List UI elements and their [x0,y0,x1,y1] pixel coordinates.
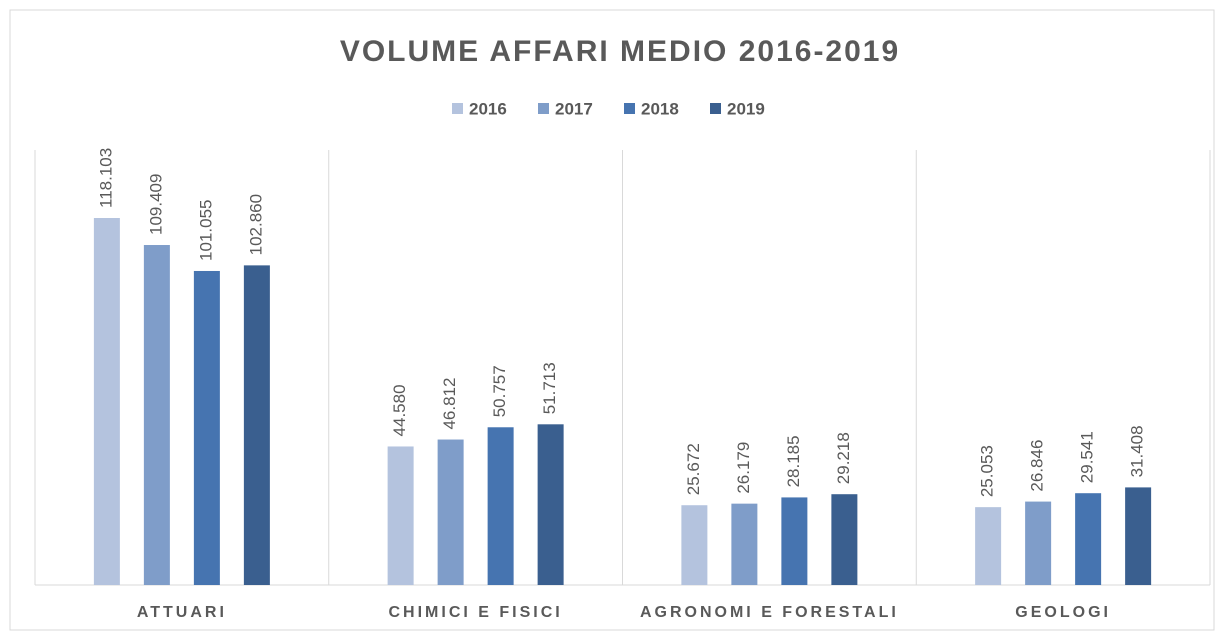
x-tick-label: AGRONOMI E FORESTALI [640,604,899,621]
x-tick-label: ATTUARI [137,604,227,621]
bar [193,270,220,585]
x-tick-label: GEOLOGI [1015,604,1111,621]
legend-swatch [538,103,549,114]
legend-swatch [452,103,463,114]
data-label: 51.713 [540,362,559,414]
data-label: 25.053 [978,445,997,497]
bar [1075,493,1102,585]
legend-swatch [624,103,635,114]
bar [537,424,564,585]
bar [243,265,270,585]
bar [487,427,514,585]
data-label: 101.055 [196,200,215,261]
data-label: 44.580 [390,384,409,436]
legend-swatch [710,103,721,114]
data-label: 46.812 [440,378,459,430]
data-label: 31.408 [1128,425,1147,477]
data-label: 29.218 [834,432,853,484]
bar [781,497,808,585]
data-label: 50.757 [490,365,509,417]
bar [1125,487,1152,585]
data-label: 118.103 [96,148,115,208]
bar [143,245,170,585]
data-label: 25.672 [684,443,703,495]
bar [731,503,758,585]
bar [681,505,708,585]
bar [831,494,858,585]
legend-label: 2017 [555,99,593,118]
legend-label: 2018 [641,99,679,118]
data-label: 109.409 [146,174,165,235]
bar [437,439,464,585]
data-label: 102.860 [246,194,265,255]
bar [975,507,1002,585]
x-tick-label: CHIMICI E FISICI [389,604,563,621]
data-label: 26.846 [1028,440,1047,492]
data-label: 29.541 [1078,431,1097,483]
bar [93,218,120,585]
legend-label: 2016 [469,99,507,118]
legend-label: 2019 [727,99,765,118]
data-label: 26.179 [734,442,753,494]
data-label: 28.185 [784,435,803,487]
bar [387,446,414,585]
chart-title: VOLUME AFFARI MEDIO 2016-2019 [340,35,900,68]
bar [1025,501,1052,585]
